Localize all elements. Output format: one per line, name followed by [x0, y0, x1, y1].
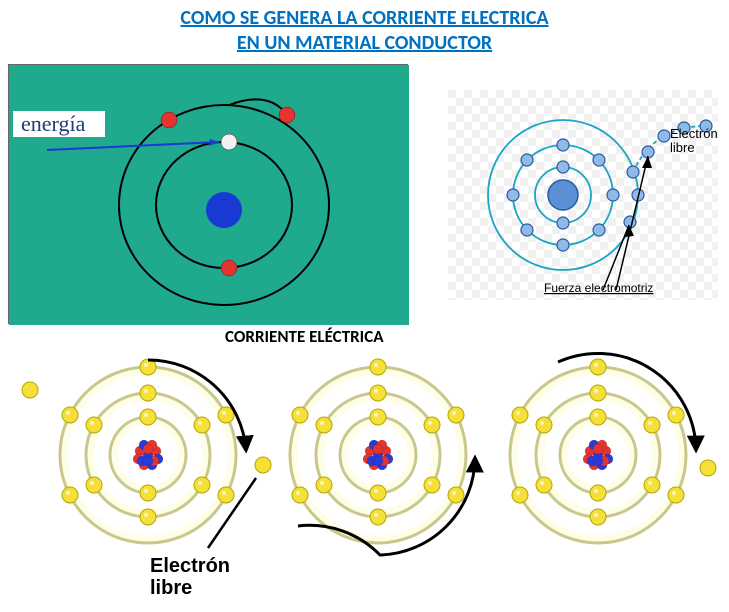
subtitle-text: CORRIENTE ELÉCTRICA [225, 326, 384, 347]
page-title: COMO SE GENERA LA CORRIENTE ELECTRICA EN… [6, 6, 723, 56]
label-text: Electrón libre [150, 555, 230, 599]
svg-text:energía: energía [21, 111, 86, 136]
diagram-energy-atom: energía [8, 64, 408, 324]
free-electron-label-bottom: Electrón libre [150, 555, 230, 599]
title-line-1: COMO SE GENERA LA CORRIENTE ELECTRICA [180, 6, 548, 30]
section-subtitle: CORRIENTE ELÉCTRICA [225, 326, 384, 347]
svg-text:Fuerza electromotriz: Fuerza electromotriz [544, 281, 653, 295]
title-line-2: EN UN MATERIAL CONDUCTOR [237, 31, 492, 55]
diagram-free-electron: ElectrónlibreFuerza electromotriz [448, 90, 718, 300]
diagram-current-flow [8, 350, 722, 580]
